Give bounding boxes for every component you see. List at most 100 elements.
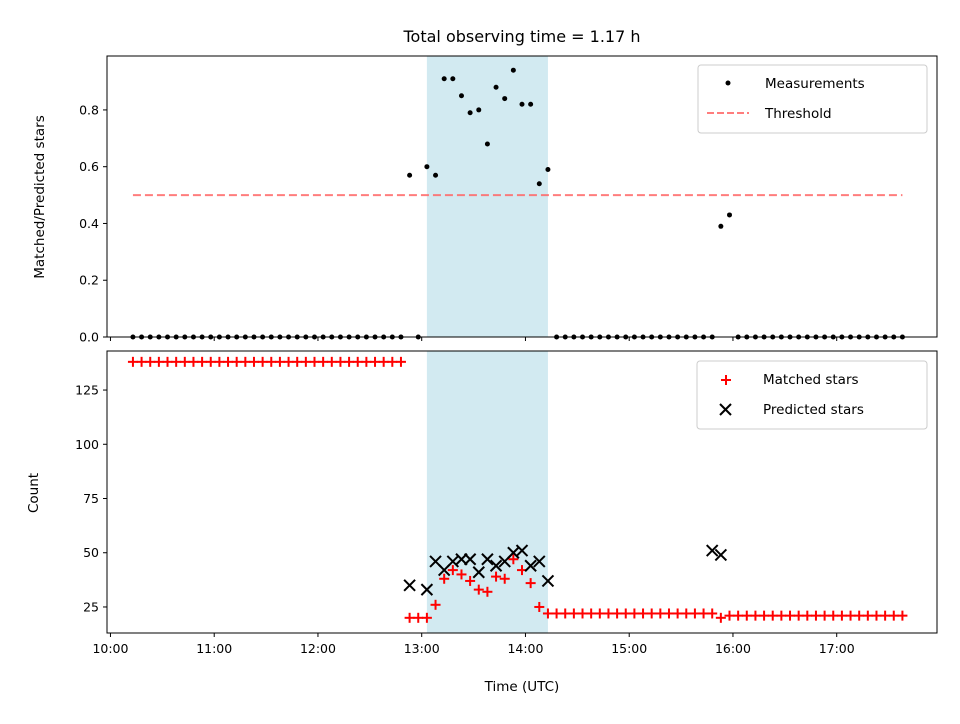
- bottom-legend-box: [696, 360, 928, 430]
- matched-stars-point: [292, 356, 303, 367]
- measurements-point: [536, 181, 542, 187]
- predicted-stars-point: [515, 544, 529, 557]
- matched-stars-point: [482, 586, 493, 597]
- bottom-y-tick-label: 125: [75, 383, 99, 398]
- bottom-y-axis-label: Count: [26, 473, 42, 513]
- x-axis-label: Time (UTC): [484, 679, 560, 695]
- legend-predicted-label: Predicted stars: [763, 402, 864, 418]
- measurements-point: [467, 110, 473, 116]
- measurements-point: [519, 101, 525, 107]
- matched-stars-point: [499, 573, 510, 584]
- predicted-stars-point: [524, 559, 537, 572]
- top-y-tick-label: 0.8: [79, 102, 99, 117]
- bottom-x-tick-label: 10:00: [92, 641, 128, 656]
- top-panel: 0.0 0.2 0.4 0.6 0.8 Total observing time = 1…: [32, 27, 938, 345]
- measurements-point: [441, 76, 447, 82]
- matched-stars-point: [214, 356, 225, 367]
- matched-stars-point: [136, 356, 147, 367]
- bottom-y-ticks: 25 50 75 100 125: [75, 383, 107, 614]
- matched-stars-point: [785, 610, 796, 621]
- bottom-y-tick-label: 50: [83, 545, 99, 560]
- matched-stars-point: [828, 610, 839, 621]
- matched-stars-point: [707, 608, 718, 619]
- bottom-highlight-span: [426, 351, 548, 633]
- matched-stars-point: [724, 610, 735, 621]
- top-highlight-span: [426, 56, 548, 337]
- matched-stars-point: [672, 608, 683, 619]
- matched-stars-point: [145, 356, 156, 367]
- matched-stars-point: [819, 610, 830, 621]
- matched-stars-point: [854, 610, 865, 621]
- bottom-x-tick-label: 15:00: [611, 641, 647, 656]
- matched-stars-point: [741, 610, 752, 621]
- matched-stars-point: [568, 608, 579, 619]
- matched-stars-point: [836, 610, 847, 621]
- legend-measurements-label: Measurements: [765, 76, 865, 92]
- matched-stars-point: [127, 356, 138, 367]
- matched-stars-point: [698, 608, 709, 619]
- matched-stars-point: [655, 608, 666, 619]
- matched-stars-point: [542, 608, 553, 619]
- top-x-ticks: [109, 337, 838, 341]
- measurements-point: [424, 164, 430, 170]
- predicted-stars-point: [472, 566, 485, 579]
- matched-stars-point: [586, 608, 597, 619]
- predicted-stars-point: [533, 555, 546, 568]
- legend-matched-label: Matched stars: [763, 372, 859, 388]
- top-y-ticks: 0.0 0.2 0.4 0.6 0.8: [79, 102, 107, 345]
- bottom-y-tick-label: 25: [83, 599, 99, 614]
- matched-stars-point: [759, 610, 770, 621]
- matched-stars-point: [300, 356, 311, 367]
- matched-stars-point: [880, 610, 891, 621]
- chart-title: Total observing time = 1.17 h: [402, 27, 640, 46]
- matched-stars-point: [456, 569, 467, 580]
- legend-measurements-marker: [725, 80, 731, 86]
- matched-stars-point: [309, 356, 320, 367]
- measurements-point: [450, 76, 456, 82]
- matched-stars-point: [465, 575, 476, 586]
- top-y-tick-label: 0.4: [79, 216, 99, 231]
- measurements-point: [476, 107, 482, 113]
- measurements-point: [510, 67, 516, 73]
- matched-stars-point: [793, 610, 804, 621]
- measurements-point: [528, 101, 534, 107]
- matched-stars-point: [162, 356, 173, 367]
- matched-stars-point: [205, 356, 216, 367]
- predicted-stars-point: [489, 559, 503, 572]
- measurements-point: [545, 167, 551, 173]
- matched-stars-point: [326, 356, 337, 367]
- matched-stars-point: [845, 610, 856, 621]
- top-y-tick-label: 0.2: [79, 273, 99, 288]
- matched-stars-point: [802, 610, 813, 621]
- matched-stars-point: [179, 356, 190, 367]
- matched-stars-point: [508, 554, 519, 565]
- matched-stars-point: [534, 601, 545, 612]
- matched-stars-point: [361, 356, 372, 367]
- matched-stars-point: [153, 356, 164, 367]
- matched-stars-point: [335, 356, 346, 367]
- matched-stars-point: [240, 356, 251, 367]
- matched-stars-point: [231, 356, 242, 367]
- matched-stars-point: [188, 356, 199, 367]
- predicted-stars-point: [481, 553, 494, 566]
- matched-stars-point: [594, 608, 605, 619]
- bottom-marks: [127, 356, 908, 623]
- matched-stars-point: [370, 356, 381, 367]
- legend-matched-marker: [721, 375, 731, 385]
- matched-stars-point: [750, 610, 761, 621]
- predicted-stars-point: [706, 544, 719, 557]
- matched-stars-point: [248, 356, 259, 367]
- bottom-plot-frame: [106, 350, 938, 634]
- matched-stars-point: [888, 610, 899, 621]
- matched-stars-point: [491, 571, 502, 582]
- bottom-x-tick-label: 12:00: [300, 641, 336, 656]
- matched-stars-point: [171, 356, 182, 367]
- measurements-point: [727, 212, 732, 218]
- matched-stars-point: [681, 608, 692, 619]
- matched-stars-point: [283, 356, 294, 367]
- matched-stars-point: [577, 608, 588, 619]
- matched-stars-point: [646, 608, 657, 619]
- legend-threshold-label: Threshold: [764, 106, 832, 122]
- predicted-stars-point: [403, 579, 416, 592]
